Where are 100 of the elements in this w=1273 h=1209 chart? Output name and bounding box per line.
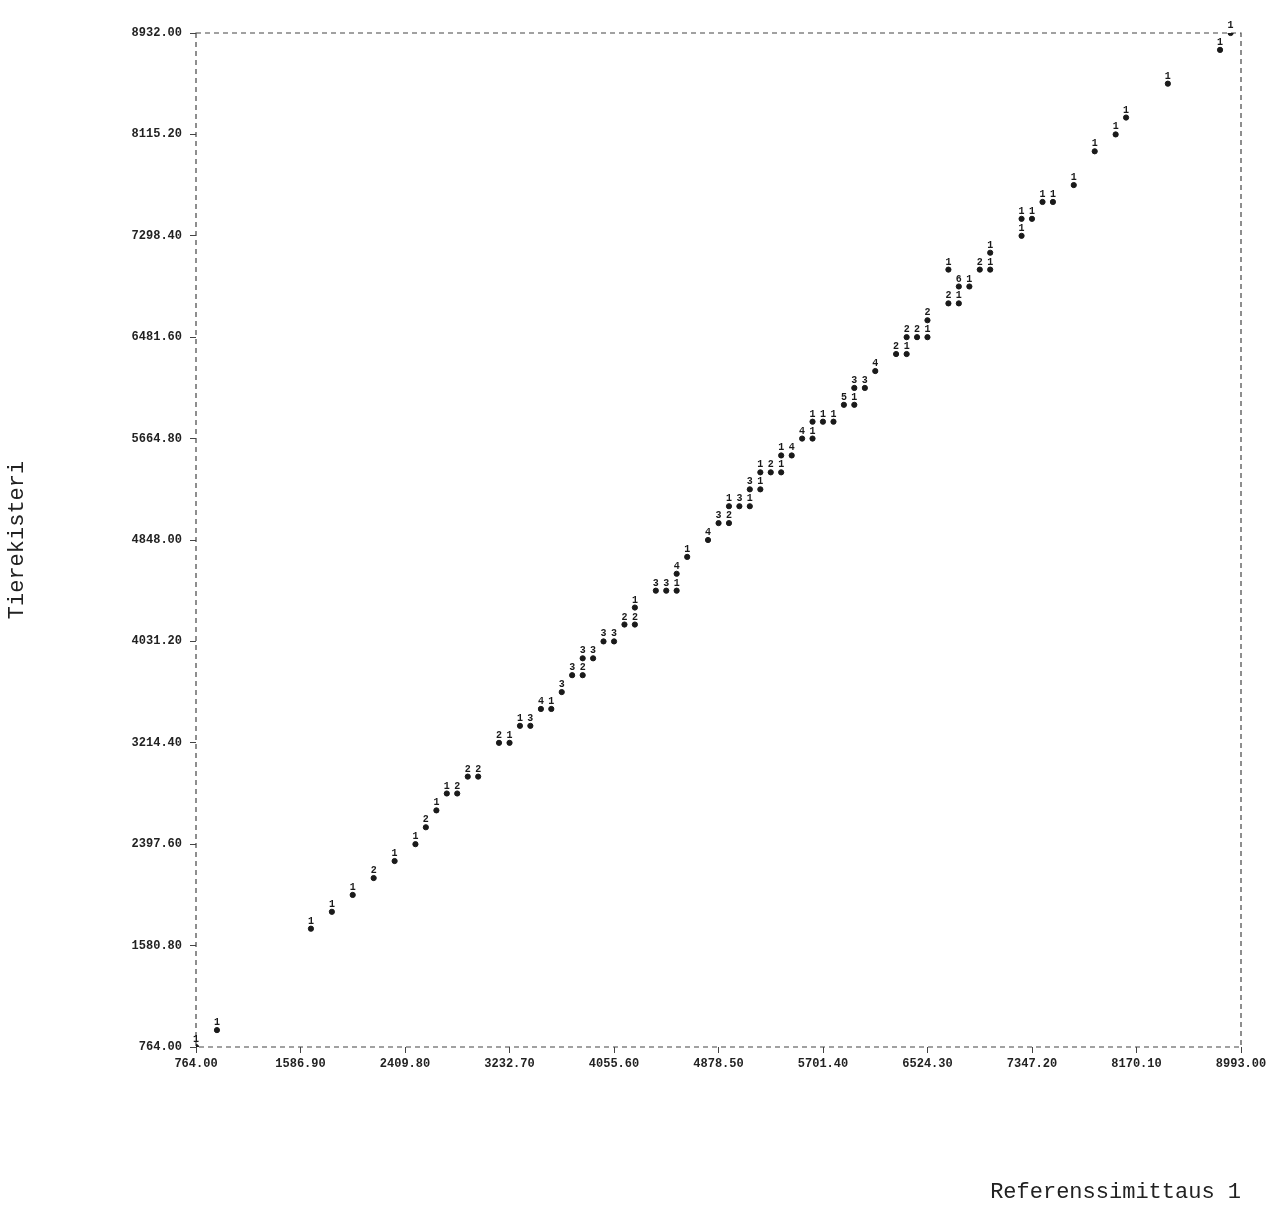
annotation: 2 bbox=[422, 814, 429, 826]
annotation: 2 bbox=[924, 307, 931, 319]
annotation: 3 bbox=[590, 645, 597, 657]
annotation: 1 bbox=[1018, 222, 1025, 234]
annotation: 4 bbox=[673, 560, 680, 572]
annotation: 2 bbox=[621, 611, 628, 623]
y-tick-label: 7298.40 bbox=[131, 228, 182, 243]
annotation: 3 bbox=[861, 374, 868, 386]
annotation: 1 bbox=[1070, 172, 1077, 184]
annotation: 1 bbox=[987, 239, 994, 251]
x-tick-label: 2409.80 bbox=[379, 1057, 431, 1072]
y-tick-label: 2397.60 bbox=[131, 837, 182, 852]
annotation: 1 bbox=[684, 543, 691, 555]
y-tick-label: 5664.80 bbox=[131, 431, 182, 446]
annotation: 1 bbox=[1112, 121, 1119, 133]
annotation: 3 bbox=[746, 476, 753, 488]
annotation: 1 bbox=[757, 459, 764, 471]
annotation: 2 bbox=[464, 763, 471, 775]
annotation: 2 bbox=[767, 459, 774, 471]
annotation: 3 bbox=[611, 628, 618, 640]
annotation: 1 bbox=[673, 577, 680, 589]
annotation: 1 bbox=[307, 915, 314, 927]
annotation: 1 bbox=[830, 408, 837, 420]
annotation: 2 bbox=[454, 780, 461, 792]
annotation: 2 bbox=[725, 510, 732, 522]
annotation: 1 bbox=[809, 425, 816, 437]
annotation: 2 bbox=[945, 290, 952, 302]
x-tick-label: 4878.50 bbox=[693, 1057, 744, 1072]
annotation: 1 bbox=[757, 476, 764, 488]
x-tick-label: 5701.40 bbox=[797, 1057, 849, 1072]
annotation: 1 bbox=[391, 848, 398, 860]
annotation: 1 bbox=[966, 273, 973, 285]
annotation: 1 bbox=[548, 695, 555, 707]
annotation: 2 bbox=[893, 341, 900, 353]
annotation: 2 bbox=[370, 865, 377, 877]
y-axis-title: Tierekisteri bbox=[5, 460, 31, 620]
annotation: 1 bbox=[945, 256, 952, 268]
annotation: 2 bbox=[475, 763, 482, 775]
annotation: 3 bbox=[600, 628, 607, 640]
annotation: 1 bbox=[819, 408, 826, 420]
annotation: 3 bbox=[715, 510, 722, 522]
annotation: 1 bbox=[1227, 20, 1234, 31]
annotation: 1 bbox=[778, 442, 785, 454]
annotation: 3 bbox=[579, 645, 586, 657]
annotation: 1 bbox=[1123, 104, 1130, 116]
annotation: 1 bbox=[412, 831, 419, 843]
annotation: 1 bbox=[1039, 188, 1046, 200]
x-tick-label: 8993.00 bbox=[1215, 1057, 1267, 1072]
y-tick-label: 3214.40 bbox=[131, 735, 182, 750]
annotation: 1 bbox=[1028, 205, 1035, 217]
annotation: 1 bbox=[443, 780, 450, 792]
annotation: 1 bbox=[778, 459, 785, 471]
x-axis-title: Referenssimittaus 1 bbox=[990, 1179, 1241, 1205]
y-tick-label: 8932.00 bbox=[131, 26, 182, 41]
annotation: 2 bbox=[903, 324, 910, 336]
y-tick-label: 1580.80 bbox=[131, 938, 182, 953]
annotation: 1 bbox=[1217, 36, 1224, 48]
x-tick-label: 6524.30 bbox=[902, 1057, 953, 1072]
annotation: 1 bbox=[851, 391, 858, 403]
annotation: 1 bbox=[328, 898, 335, 910]
annotation: 6 bbox=[955, 273, 962, 285]
annotation: 1 bbox=[809, 408, 816, 420]
y-tick-label: 8115.20 bbox=[131, 127, 182, 142]
annotation: 1 bbox=[349, 881, 356, 893]
annotation: 3 bbox=[527, 712, 534, 724]
annotation: 1 bbox=[924, 324, 931, 336]
annotation: 1 bbox=[1049, 188, 1056, 200]
annotation: 3 bbox=[558, 679, 565, 691]
annotation: 3 bbox=[569, 662, 576, 674]
annotation: 1 bbox=[903, 341, 910, 353]
annotation: 1 bbox=[631, 594, 638, 606]
y-tick-label: 764.00 bbox=[138, 1040, 182, 1055]
annotation: 1 bbox=[192, 1034, 200, 1045]
annotation: 3 bbox=[663, 577, 670, 589]
annotation: 3 bbox=[736, 493, 743, 505]
annotation: 1 bbox=[1164, 70, 1171, 82]
annotation: 1 bbox=[987, 256, 994, 268]
annotation: 3 bbox=[652, 577, 659, 589]
annotation: 2 bbox=[579, 662, 586, 674]
y-tick-label: 4848.00 bbox=[131, 533, 182, 548]
annotation: 1 bbox=[433, 797, 440, 809]
y-tick-label: 6481.60 bbox=[131, 330, 182, 345]
annotation: 1 bbox=[213, 1017, 220, 1029]
x-tick-label: 7347.20 bbox=[1006, 1057, 1058, 1072]
annotation: 1 bbox=[725, 493, 732, 505]
x-tick-label: 1586.90 bbox=[275, 1057, 326, 1072]
x-tick-label: 3232.70 bbox=[484, 1057, 535, 1072]
annotation: 1 bbox=[516, 712, 523, 724]
annotation: 1 bbox=[1018, 205, 1025, 217]
annotation: 4 bbox=[872, 358, 879, 370]
annotation: 5 bbox=[840, 391, 847, 403]
x-tick-label: 4055.60 bbox=[588, 1057, 640, 1072]
annotation: 4 bbox=[799, 425, 806, 437]
annotation: 1 bbox=[955, 290, 962, 302]
annotation: 2 bbox=[631, 611, 638, 623]
annotation: 2 bbox=[976, 256, 983, 268]
x-tick-label: 764.00 bbox=[174, 1057, 218, 1072]
annotation: 2 bbox=[914, 324, 921, 336]
x-tick-label: 8170.10 bbox=[1111, 1057, 1162, 1072]
annotation: 4 bbox=[537, 695, 544, 707]
